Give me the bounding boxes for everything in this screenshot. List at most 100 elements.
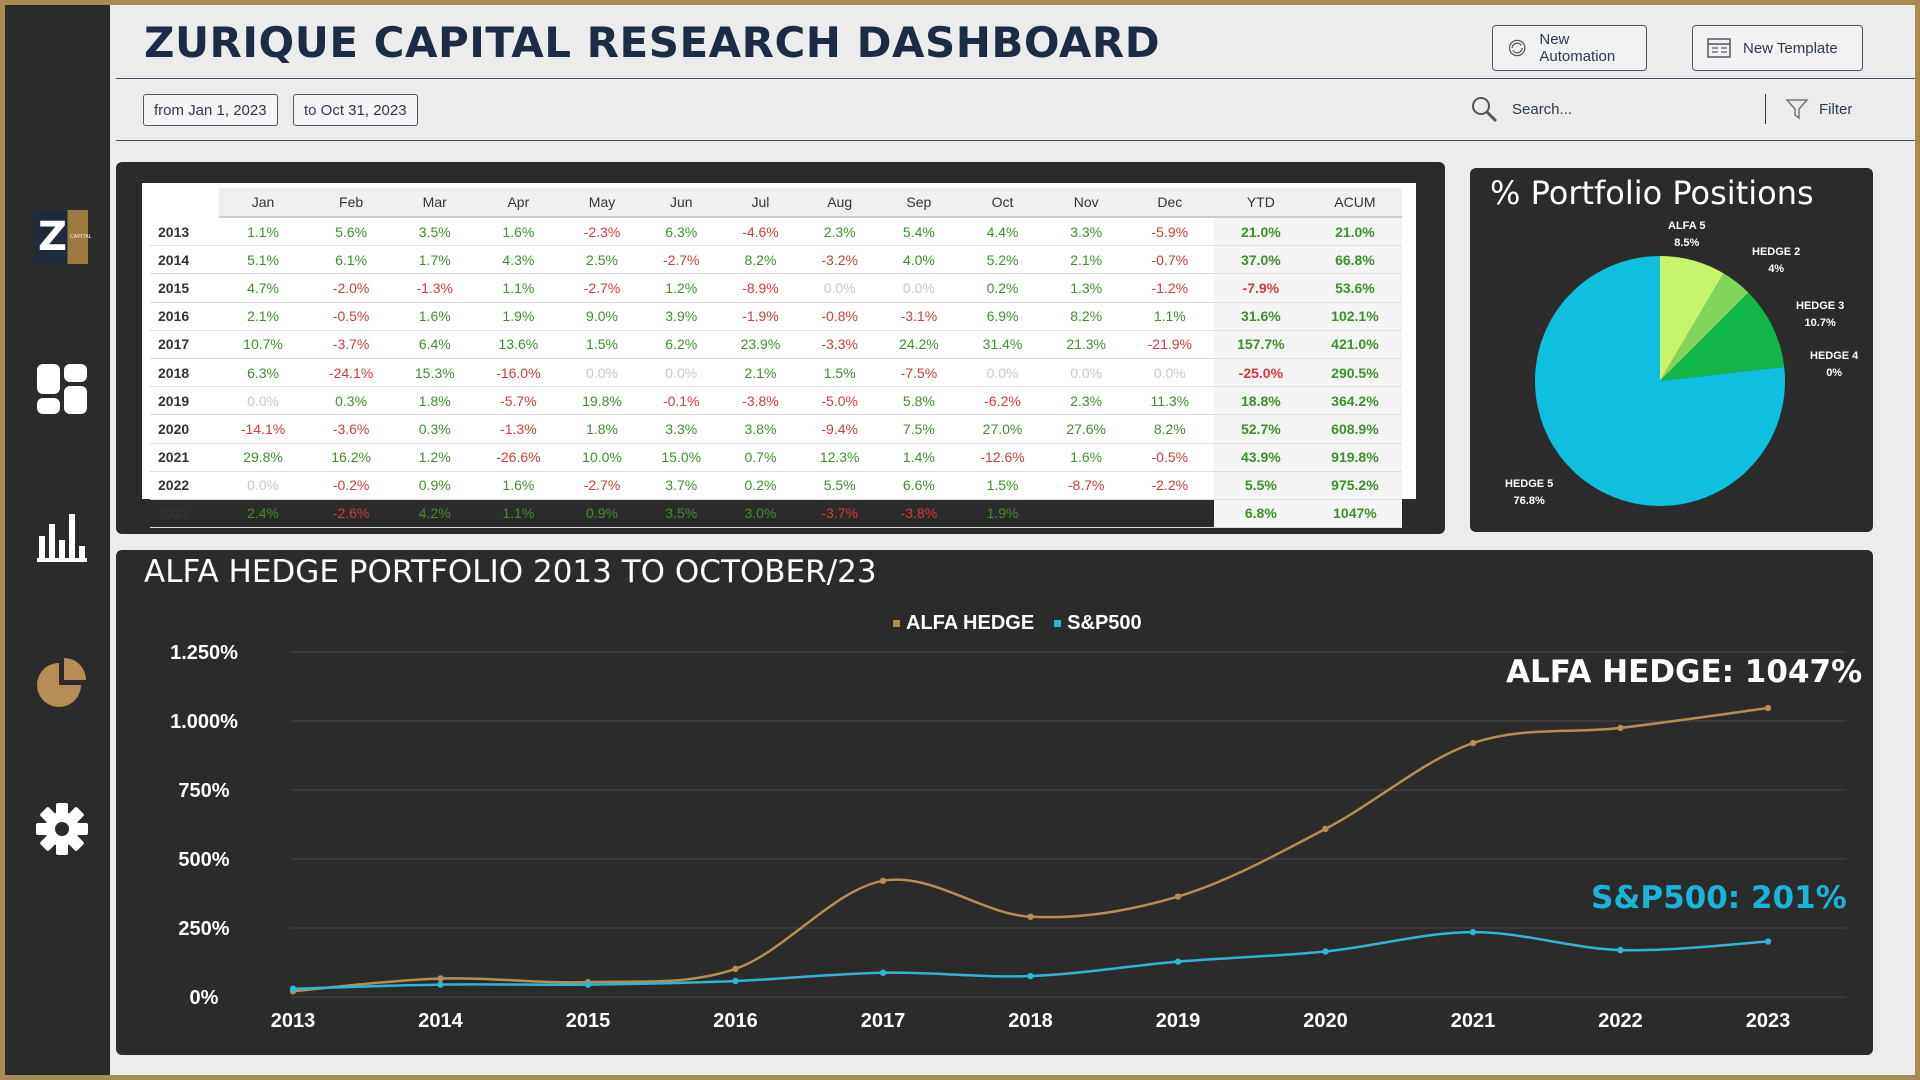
return-cell: 5.4%	[879, 217, 959, 247]
return-cell: 4.3%	[474, 245, 563, 275]
column-header: Aug	[800, 188, 880, 218]
return-cell: 0.0%	[1046, 358, 1126, 388]
y-tick-label: 500%	[178, 849, 229, 871]
legend-label: S&P500	[1067, 612, 1142, 634]
logo-letter: Z	[38, 214, 68, 260]
gear-icon[interactable]	[35, 802, 89, 856]
y-tick-label: 0%	[190, 987, 219, 1009]
return-cell: 1.6%	[395, 302, 475, 331]
return-cell: -12.6%	[958, 443, 1047, 472]
pie-label-hedge4: HEDGE 4 0%	[1810, 348, 1858, 382]
return-cell: 1.9%	[474, 302, 563, 331]
return-cell: 0.0%	[562, 358, 642, 388]
column-header: Feb	[307, 188, 396, 218]
automation-icon	[1508, 39, 1526, 57]
return-cell: 23.9%	[720, 330, 801, 359]
return-cell: 0.3%	[307, 386, 396, 416]
return-cell: 364.2%	[1307, 386, 1402, 416]
date-to-chip[interactable]: to Oct 31, 2023	[293, 94, 418, 126]
return-cell: 0.2%	[720, 471, 801, 500]
return-cell: 1.9%	[958, 499, 1047, 529]
return-cell: -4.6%	[720, 217, 801, 247]
return-cell: 4.4%	[958, 217, 1047, 247]
table-row: 2022 0.0% -0.2% 0.9% 1.6% -2.7% 3.7% 0.2% 5.5% 6.…	[150, 471, 1402, 500]
return-cell: 6.9%	[958, 302, 1047, 331]
return-cell: 10.7%	[219, 330, 308, 359]
new-automation-label: New Automation	[1539, 31, 1616, 65]
return-cell: -14.1%	[219, 414, 308, 444]
table-row: 2023 2.4% -2.6% 4.2% 1.1% 0.9% 3.5% 3.0% -3.7% -3…	[150, 499, 1402, 529]
return-cell: 3.7%	[641, 471, 721, 500]
pie-label-hedge5: HEDGE 5 76.8%	[1505, 476, 1553, 510]
return-cell: -0.5%	[1125, 443, 1214, 472]
new-template-label: New Template	[1743, 39, 1838, 57]
x-tick-label: 2016	[713, 1010, 758, 1032]
search-divider	[1765, 94, 1766, 124]
return-cell: 31.6%	[1213, 302, 1308, 331]
chart-legend: ALFA HEDGE S&P500	[893, 612, 1142, 635]
return-cell: -1.2%	[1125, 273, 1214, 303]
sp500-callout: S&P500: 201%	[1591, 880, 1847, 916]
return-cell: -5.9%	[1125, 217, 1214, 247]
legend-swatch	[893, 620, 900, 628]
return-cell: 21.3%	[1046, 330, 1126, 359]
return-cell: -0.7%	[1125, 245, 1214, 275]
filter-button[interactable]: Filter	[1785, 94, 1852, 124]
table-row: 2020 -14.1% -3.6% 0.3% -1.3% 1.8% 3.3% 3.8% -9.4…	[150, 414, 1402, 444]
data-point	[1322, 948, 1329, 955]
portfolio-positions-panel: % Portfolio Positions ALFA 5 8.5% HEDGE …	[1470, 168, 1873, 532]
toolbar-divider	[116, 140, 1915, 141]
column-header: May	[562, 188, 642, 218]
return-cell: -2.3%	[562, 217, 642, 247]
data-point	[1469, 739, 1477, 747]
table-row: 2021 29.8% 16.2% 1.2% -26.6% 10.0% 15.0% 0.7% 12…	[150, 443, 1402, 472]
data-point	[1027, 913, 1034, 920]
return-cell: 290.5%	[1307, 358, 1402, 388]
column-header: Oct	[958, 188, 1047, 218]
pie-chart-icon[interactable]	[35, 655, 89, 709]
return-cell: 4.0%	[879, 245, 959, 275]
return-cell: 1047%	[1307, 499, 1402, 529]
return-cell: 21.0%	[1213, 217, 1308, 247]
return-cell	[1125, 499, 1214, 529]
return-cell: 1.2%	[641, 273, 721, 303]
return-cell	[1046, 499, 1126, 529]
return-cell: 16.2%	[307, 443, 396, 472]
return-cell: -3.6%	[307, 414, 396, 444]
data-point	[584, 981, 592, 988]
x-tick-label: 2023	[1746, 1010, 1791, 1032]
legend-item-alfa-hedge: ALFA HEDGE	[893, 612, 1034, 635]
search-box[interactable]: Search...	[1470, 94, 1572, 124]
x-tick-label: 2015	[566, 1010, 611, 1032]
year-column-header	[150, 188, 219, 218]
return-cell: 19.8%	[562, 386, 642, 416]
return-cell: 1.1%	[219, 217, 308, 247]
return-cell: -3.8%	[720, 386, 801, 416]
data-point	[1174, 958, 1182, 965]
return-cell: 1.8%	[562, 414, 642, 444]
date-from-chip[interactable]: from Jan 1, 2023	[143, 94, 278, 126]
filter-icon	[1785, 99, 1809, 120]
new-automation-button[interactable]: New Automation	[1492, 25, 1647, 71]
new-template-button[interactable]: New Template	[1692, 25, 1863, 71]
search-input[interactable]: Search...	[1512, 100, 1573, 118]
year-cell: 2021	[150, 443, 219, 472]
return-cell: 3.5%	[641, 499, 721, 529]
pie-slice-hedge-3	[1660, 292, 1785, 381]
return-cell: 31.4%	[958, 330, 1047, 359]
y-tick-label: 1.000%	[170, 711, 238, 733]
return-cell: -16.0%	[474, 358, 563, 388]
dashboard-icon[interactable]	[35, 362, 89, 416]
data-point	[732, 965, 739, 973]
pie-label-name: HEDGE 3	[1796, 300, 1845, 312]
return-cell: 1.5%	[562, 330, 642, 359]
company-logo[interactable]: Z CAPITAL	[34, 210, 92, 264]
data-point	[1617, 724, 1624, 732]
return-cell: 1.6%	[474, 471, 563, 500]
bar-chart-icon[interactable]	[35, 510, 89, 564]
return-cell: -3.7%	[800, 499, 880, 529]
x-tick-label: 2019	[1156, 1010, 1201, 1032]
x-tick-label: 2018	[1008, 1010, 1053, 1032]
return-cell: 2.4%	[219, 499, 308, 529]
return-cell: 1.6%	[474, 217, 563, 247]
